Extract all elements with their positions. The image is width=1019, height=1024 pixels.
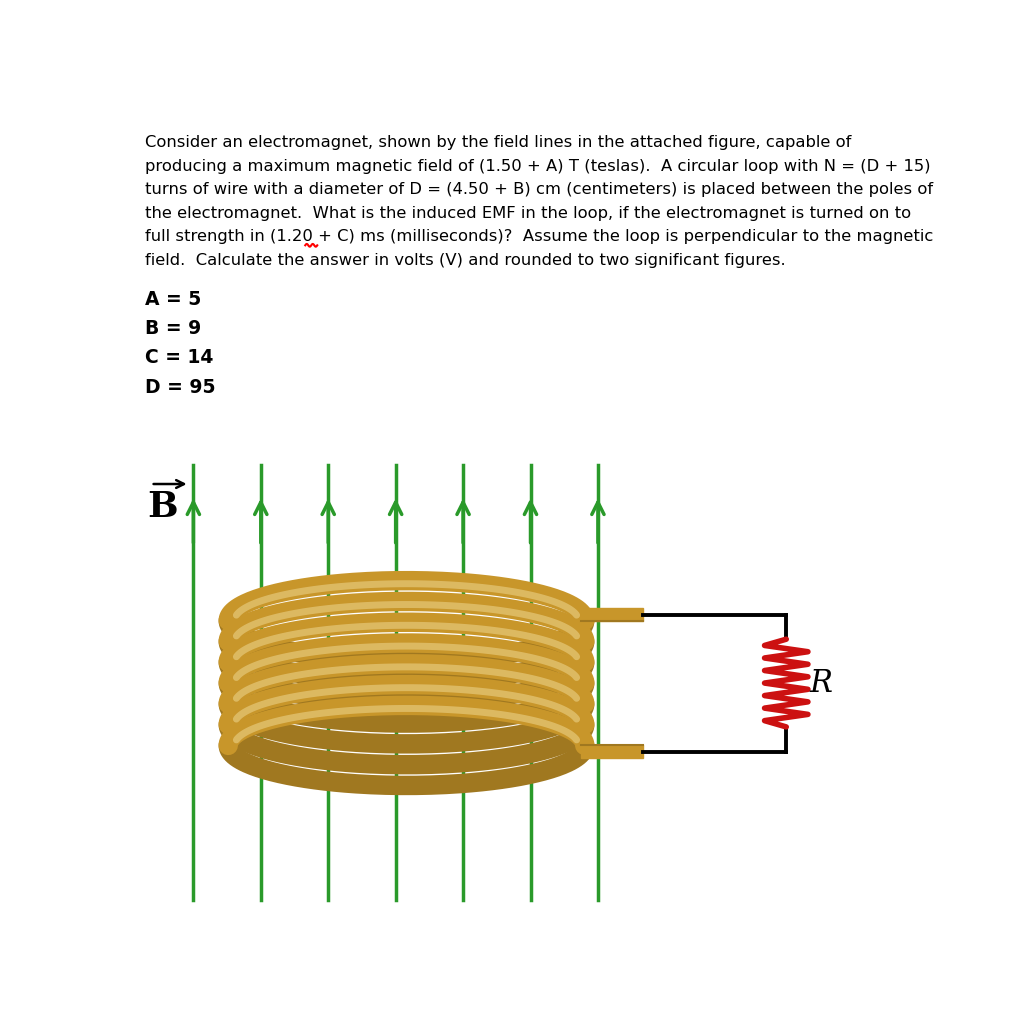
Text: the electromagnet.  What is the induced EMF in the loop, if the electromagnet is: the electromagnet. What is the induced E… [145,206,910,220]
Text: field.  Calculate the answer in volts (V) and rounded to two significant figures: field. Calculate the answer in volts (V)… [145,253,785,267]
Text: full strength in (1.20 + C) ms (milliseconds)?  Assume the loop is perpendicular: full strength in (1.20 + C) ms (millisec… [145,229,932,244]
Text: R: R [809,668,832,698]
Text: turns of wire with a diameter of D = (4.50 + B) cm (centimeters) is placed betwe: turns of wire with a diameter of D = (4.… [145,182,931,198]
Bar [580,745,642,758]
Text: B: B [147,490,177,524]
Text: C = 14: C = 14 [145,348,213,368]
Text: A = 5: A = 5 [145,290,201,309]
Bar [580,608,642,622]
Text: B = 9: B = 9 [145,319,201,338]
Text: Consider an electromagnet, shown by the field lines in the attached figure, capa: Consider an electromagnet, shown by the … [145,135,850,151]
Text: D = 95: D = 95 [145,378,215,396]
Text: producing a maximum magnetic field of (1.50 + A) T (teslas).  A circular loop wi: producing a maximum magnetic field of (1… [145,159,929,174]
